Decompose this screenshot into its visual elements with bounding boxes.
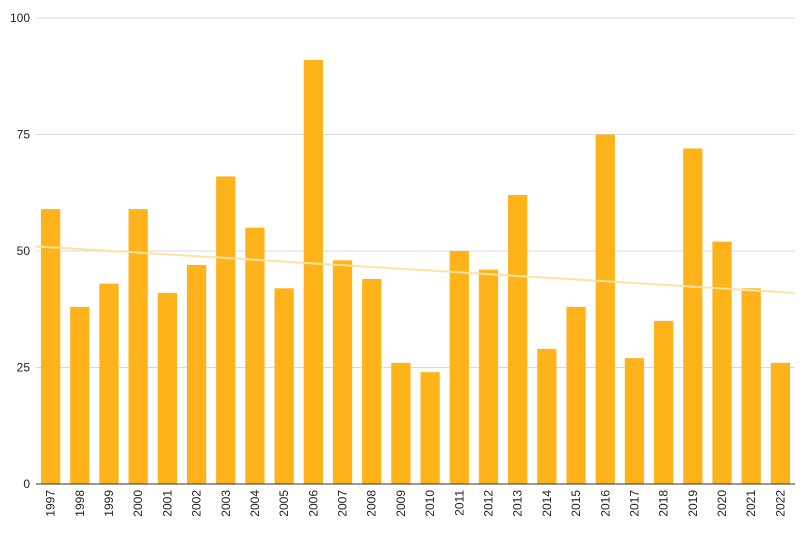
bar: 1997: 59 — [40, 209, 61, 484]
bar: 2003: 66 — [216, 176, 236, 484]
y-tick-label: 25 — [17, 361, 31, 375]
x-tick-label: 2001 — [160, 490, 174, 517]
y-tick-label: 0 — [23, 477, 30, 491]
bar: 2017: 27 — [624, 358, 645, 484]
x-tick-label: 2004 — [248, 490, 262, 517]
x-tick-label: 2012 — [481, 490, 495, 517]
x-tick-label: 2013 — [511, 490, 525, 517]
bar: 2008: 44 — [362, 278, 382, 484]
x-tick-label: 2011 — [452, 490, 466, 516]
x-tick-label: 2018 — [657, 490, 671, 517]
x-tick-label: 1998 — [73, 490, 87, 517]
bar: 2009: 26 — [391, 362, 411, 484]
x-tick-labels: 1997 1998 1999 2000 2001 2002 2003 2004 2005 2006… — [44, 490, 788, 517]
y-tick-label: 50 — [17, 244, 31, 258]
x-tick-label: 2008 — [365, 490, 379, 517]
bar: 2014: 29 — [537, 348, 557, 484]
x-tick-label: 2010 — [423, 490, 437, 517]
y-tick-label: 75 — [17, 128, 31, 142]
x-tick-label: 2019 — [686, 490, 700, 517]
x-tick-label: 2000 — [131, 490, 145, 517]
x-tick-label: 2007 — [336, 490, 350, 517]
x-tick-label: 1997 — [44, 490, 58, 517]
bar: 2006: 91 — [303, 59, 323, 484]
bar: 2005: 42 — [274, 288, 294, 484]
x-tick-label: 2014 — [540, 490, 554, 517]
x-tick-label: 2005 — [277, 490, 291, 517]
bar: 2016: 75 — [595, 134, 615, 484]
bar: 1998: 38 — [70, 306, 90, 484]
x-tick-label: 2002 — [190, 490, 204, 517]
bar: 2012: 46 — [478, 269, 499, 484]
bar: 2015: 38 — [566, 306, 586, 484]
x-tick-label: 2020 — [715, 490, 729, 517]
bar: 2007: 48 — [332, 260, 353, 484]
bar: 2002: 47 — [186, 264, 207, 484]
x-tick-label: 2009 — [394, 490, 408, 517]
trendline-layer — [35, 245, 796, 294]
bar: 2019: 72 — [683, 148, 703, 485]
bar: 2020: 52 — [712, 241, 732, 484]
bar: 2001: 41 — [157, 292, 177, 484]
bar: 1999: 43 — [99, 283, 119, 484]
x-tick-label: 2006 — [306, 490, 320, 517]
bars-layer: 1997: 59 1998: 38 1999: 43 2000: 59 2001: 41… — [40, 59, 791, 485]
x-tick-label: 1999 — [102, 490, 116, 517]
bar: 2021: 42 — [741, 288, 761, 484]
bar: 2010: 24 — [420, 372, 440, 484]
x-tick-label: 2003 — [219, 490, 233, 517]
y-tick-label: 100 — [10, 11, 30, 25]
bar: 2011: 50 — [449, 251, 469, 484]
x-tick-label: 2017 — [627, 490, 641, 517]
bar: 2022: 26 — [770, 362, 791, 484]
x-tick-label: 2021 — [744, 490, 758, 517]
bar: 2000: 59 — [128, 209, 148, 484]
grid-layer — [36, 17, 795, 368]
x-tick-label: 2015 — [569, 490, 583, 517]
y-tick-labels: 0 25 50 75 100 — [10, 11, 30, 491]
bar: 2018: 35 — [654, 320, 674, 484]
bar: 2004: 55 — [245, 227, 265, 484]
trendline — [35, 245, 796, 294]
bar: 2013: 62 — [508, 195, 528, 484]
x-tick-label: 2016 — [598, 490, 612, 517]
x-tick-label: 2022 — [773, 490, 787, 517]
